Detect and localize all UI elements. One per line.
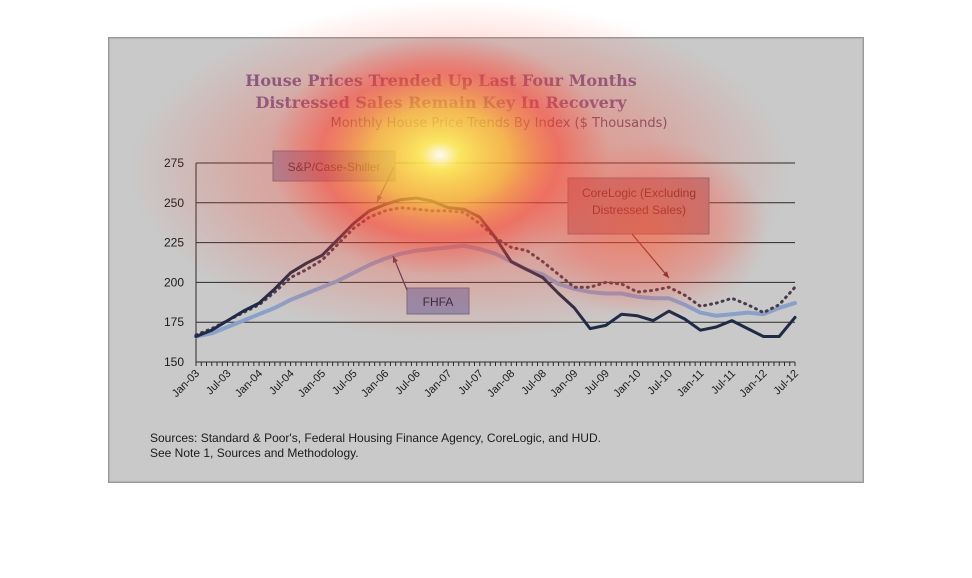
x-tick-label: Jul-08 — [519, 368, 549, 398]
x-tick-label: Jul-06 — [393, 368, 423, 398]
sources-line-2: See Note 1, Sources and Methodology. — [150, 446, 359, 460]
chart-title: House Prices Trended Up Last Four Months — [245, 71, 636, 90]
x-tick-label: Jan-05 — [296, 368, 328, 400]
chart-subtitle: Distressed Sales Remain Key In Recovery — [255, 93, 627, 112]
x-tick-label: Jan-10 — [611, 368, 643, 400]
x-tick-label: Jul-12 — [771, 368, 801, 398]
x-tick-label: Jan-03 — [170, 368, 202, 400]
x-tick-label: Jan-07 — [422, 368, 454, 400]
callout-label-corelogic: CoreLogic (Excluding — [582, 186, 696, 200]
x-tick-label: Jan-11 — [675, 368, 707, 400]
series-line-2 — [194, 243, 797, 339]
chart-subtitle-2: Monthly House Price Trends By Index ($ T… — [331, 116, 668, 131]
x-axis-ticks: Jan-03 Jul-03 Jan-04 Jul-04 Jan-05 Jul-05 Jan-… — [170, 362, 801, 400]
y-tick-label: 225 — [164, 236, 184, 250]
y-tick-label: 175 — [164, 315, 184, 329]
sources-line-1: Sources: Standard & Poor's, Federal Hous… — [150, 431, 601, 445]
x-tick-label: Jul-03 — [204, 368, 234, 398]
x-tick-label: Jan-09 — [548, 368, 580, 400]
x-tick-label: Jan-08 — [485, 368, 517, 400]
x-tick-label: Jan-04 — [233, 368, 265, 400]
x-tick-label: Jul-09 — [582, 368, 612, 398]
callout-label-sp-case-shiller: S&P/Case-Shiller — [288, 160, 381, 174]
callout-arrow-corelogic — [631, 233, 670, 279]
callout-label-corelogic: Distressed Sales) — [592, 203, 686, 217]
callout-label-fhfa: FHFA — [423, 295, 454, 309]
x-tick-label: Jul-11 — [709, 368, 738, 397]
y-tick-label: 150 — [164, 355, 184, 369]
chart-panel: House Prices Trended Up Last Four Months… — [108, 37, 864, 483]
y-tick-label: 275 — [164, 156, 184, 170]
x-tick-label: Jul-04 — [267, 368, 297, 398]
y-tick-label: 200 — [164, 275, 184, 289]
x-tick-label: Jan-12 — [737, 368, 769, 400]
x-tick-label: Jul-10 — [645, 368, 675, 398]
x-tick-label: Jul-05 — [330, 368, 360, 398]
x-tick-label: Jul-07 — [456, 368, 486, 398]
line-chart: House Prices Trended Up Last Four Months… — [150, 71, 801, 460]
x-tick-label: Jan-06 — [359, 368, 391, 400]
y-tick-label: 250 — [164, 196, 184, 210]
y-axis-ticks: 150 175 200 225 250 275 — [164, 156, 184, 369]
